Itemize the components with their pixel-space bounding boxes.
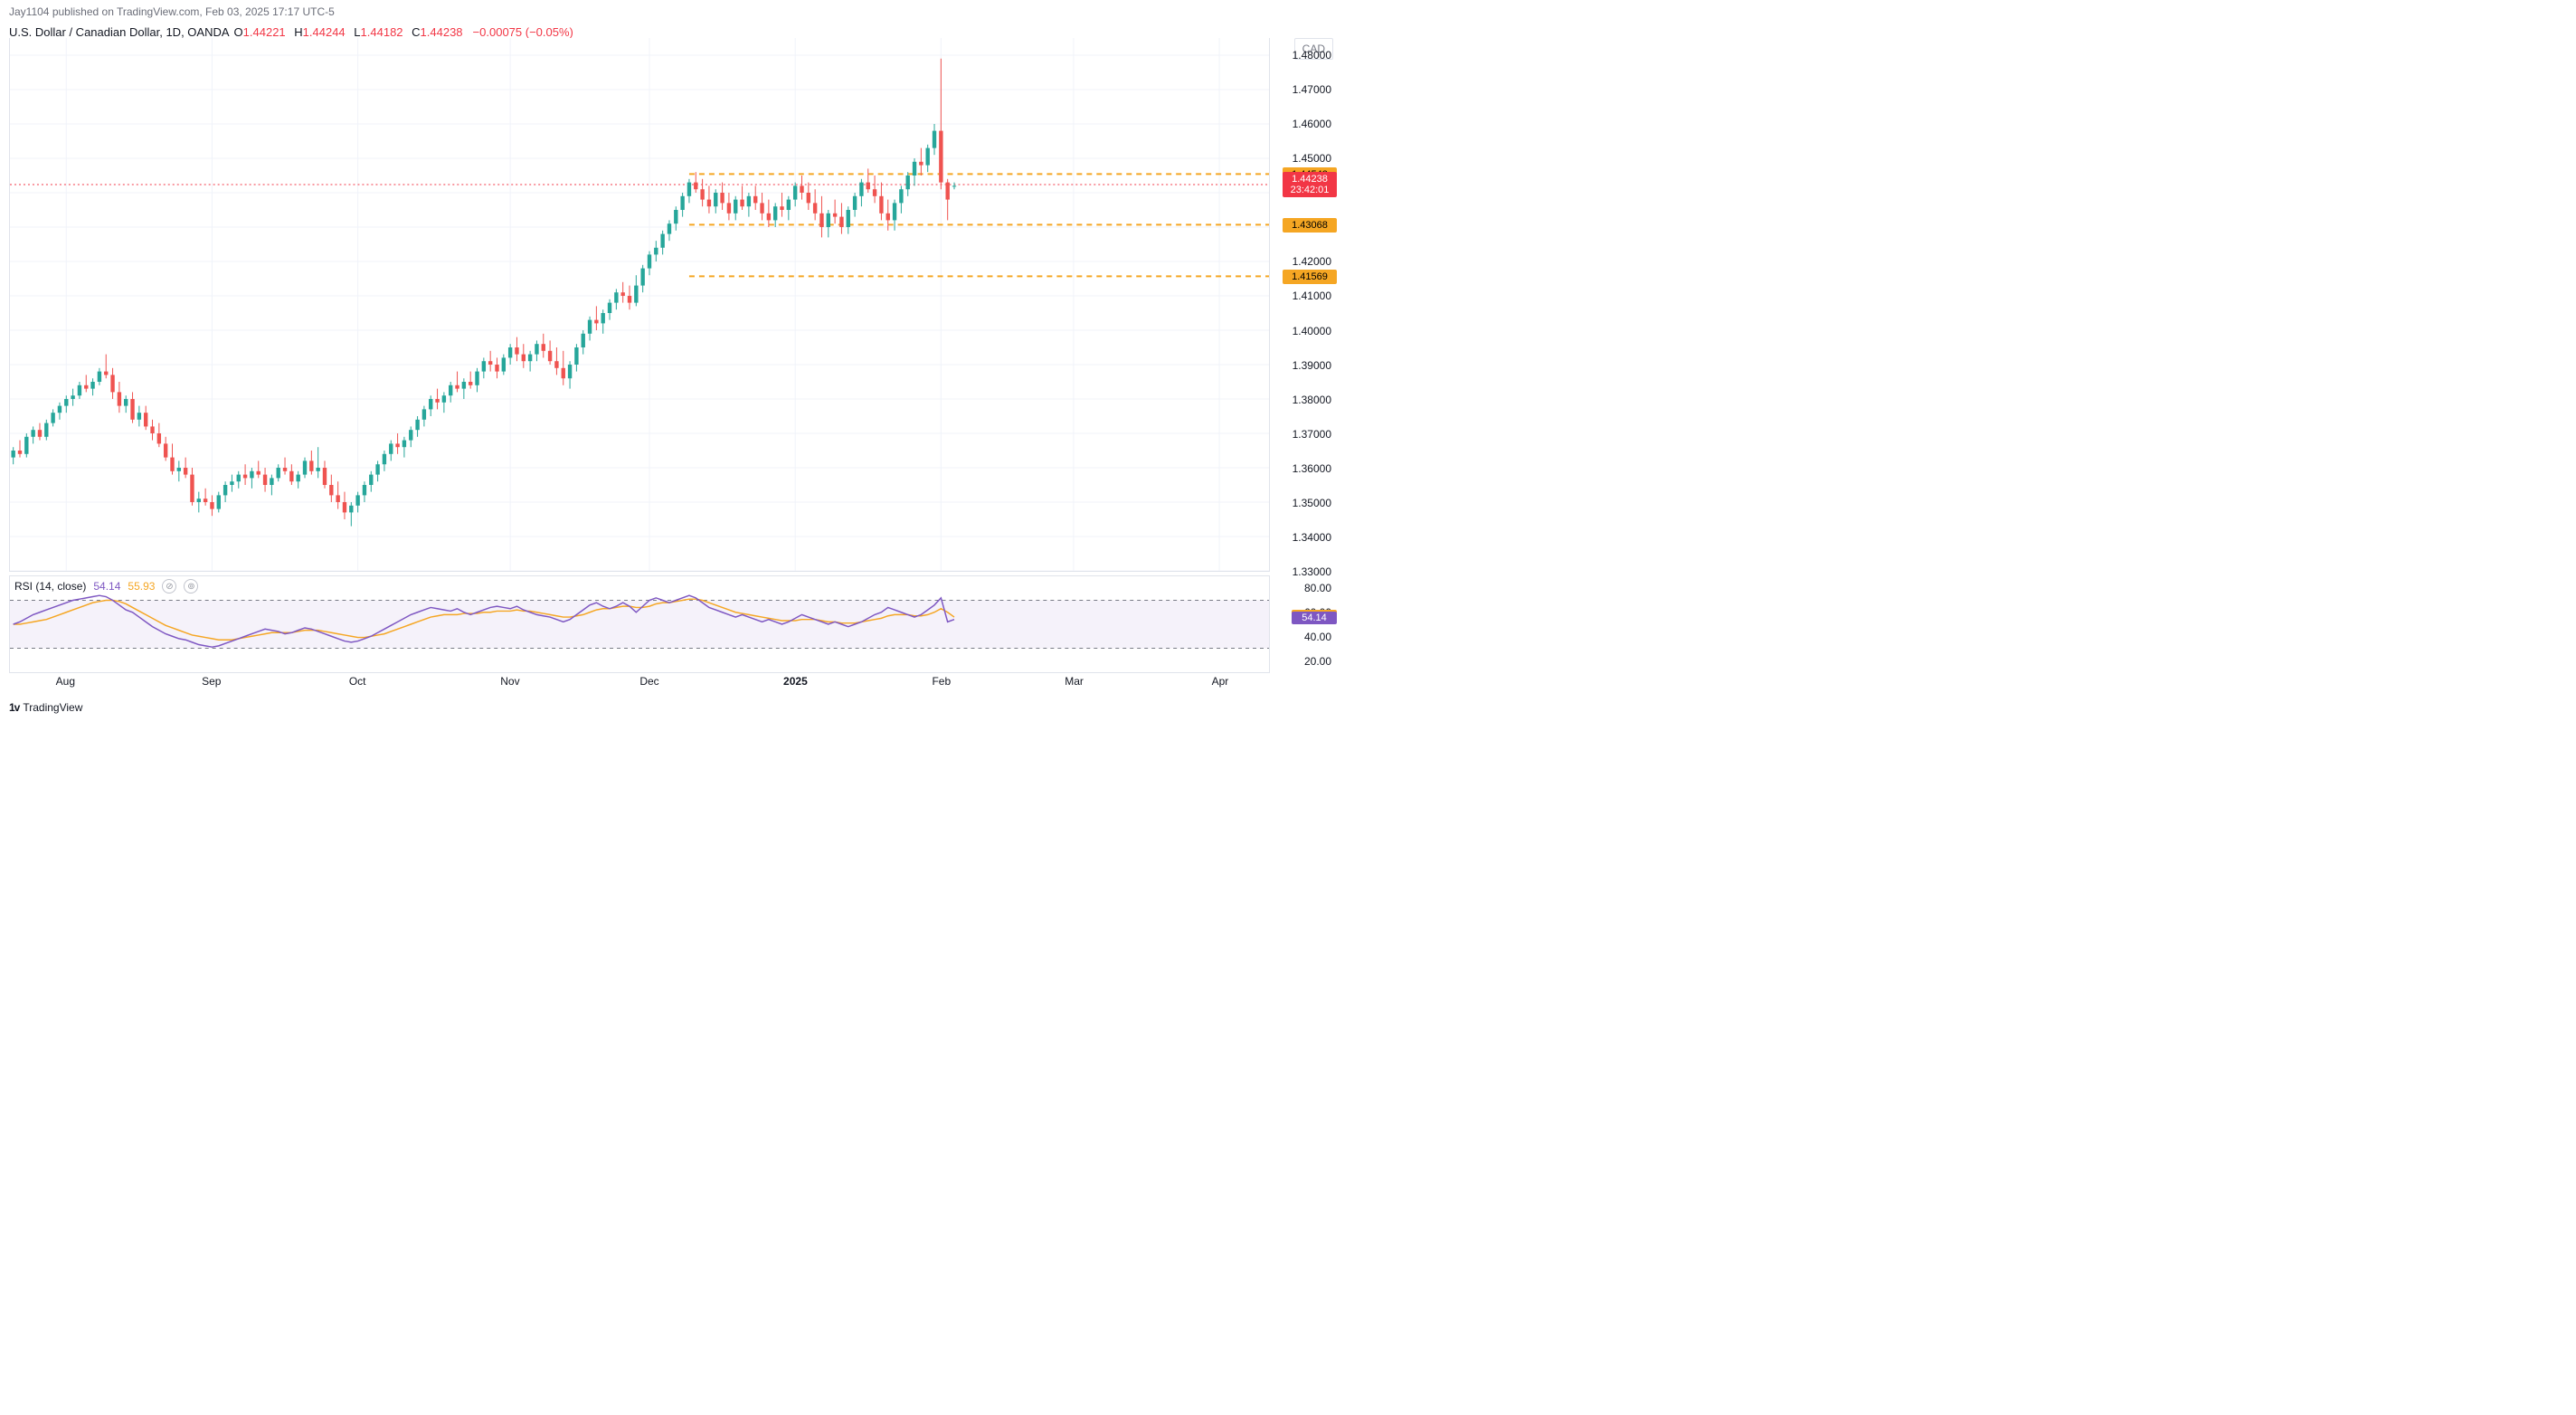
x-tick-label: Feb — [932, 675, 951, 688]
x-tick-label: Mar — [1065, 675, 1084, 688]
x-tick-label: Sep — [202, 675, 221, 688]
publish-info: Jay1104 published on TradingView.com, Fe… — [0, 0, 1339, 22]
y-tick-label: 1.38000 — [1293, 394, 1331, 406]
price-tag: 1.4423823:42:01 — [1283, 172, 1337, 197]
y-tick-label: 1.37000 — [1293, 428, 1331, 441]
price-y-axis[interactable]: CAD 1.480001.470001.460001.450001.440001… — [1270, 38, 1339, 572]
rsi-value-tag: 54.14 — [1292, 612, 1337, 624]
rsi-y-tick: 20.00 — [1304, 655, 1331, 668]
y-tick-label: 1.46000 — [1293, 118, 1331, 130]
y-tick-label: 1.39000 — [1293, 359, 1331, 372]
x-tick-label: Oct — [349, 675, 366, 688]
rsi-settings-icon[interactable]: ⊚ — [184, 579, 198, 594]
price-tag: 1.43068 — [1283, 218, 1337, 233]
x-tick-label: 2025 — [783, 675, 808, 688]
symbol-name: U.S. Dollar / Canadian Dollar, 1D, OANDA — [9, 25, 230, 39]
rsi-header: RSI (14, close) 54.14 55.93 ⊘ ⊚ — [14, 579, 198, 594]
footer-logo: 1ᴠTradingView — [9, 701, 82, 714]
rsi-hide-icon[interactable]: ⊘ — [162, 579, 176, 594]
price-tag: 1.41569 — [1283, 270, 1337, 284]
ohlc-readout: O1.44221 H1.44244 L1.44182 C1.44238 — [234, 25, 469, 39]
y-tick-label: 1.34000 — [1293, 531, 1331, 544]
price-chart[interactable] — [9, 38, 1270, 572]
y-tick-label: 1.47000 — [1293, 83, 1331, 96]
change-readout: −0.00075 (−0.05%) — [473, 25, 573, 39]
x-axis[interactable]: Aug Sep Oct Nov Dec 2025 Feb Mar Apr — [9, 675, 1270, 697]
y-tick-label: 1.42000 — [1293, 255, 1331, 268]
y-tick-label: 1.36000 — [1293, 462, 1331, 475]
y-tick-label: 1.40000 — [1293, 325, 1331, 337]
rsi-y-tick: 80.00 — [1304, 582, 1331, 594]
y-tick-label: 1.45000 — [1293, 152, 1331, 165]
y-tick-label: 1.48000 — [1293, 49, 1331, 62]
x-tick-label: Apr — [1212, 675, 1229, 688]
y-tick-label: 1.35000 — [1293, 497, 1331, 509]
x-tick-label: Dec — [639, 675, 658, 688]
rsi-y-tick: 40.00 — [1304, 631, 1331, 643]
x-tick-label: Aug — [56, 675, 75, 688]
rsi-y-axis[interactable]: 80.0060.0040.0020.0055.9354.14 — [1270, 575, 1339, 673]
y-tick-label: 1.41000 — [1293, 290, 1331, 302]
x-tick-label: Nov — [500, 675, 519, 688]
